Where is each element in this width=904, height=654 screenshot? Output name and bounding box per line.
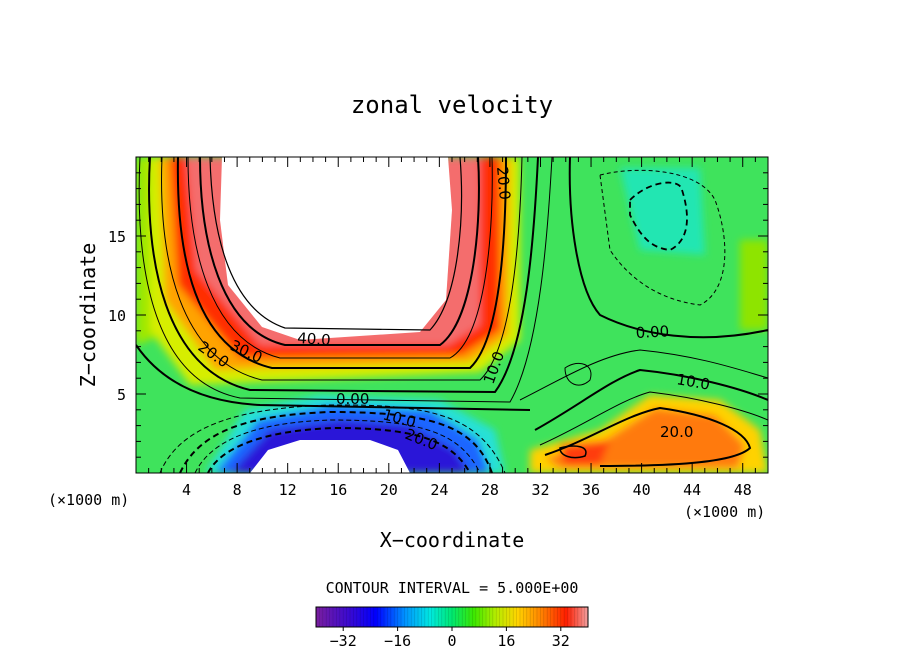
colorbar-tick-label: −32 xyxy=(330,632,357,650)
y-tick-label: 10 xyxy=(108,307,126,325)
x-tick-label: 36 xyxy=(582,481,600,499)
x-tick-label: 32 xyxy=(531,481,549,499)
contour-interval-label: CONTOUR INTERVAL = 5.000E+00 xyxy=(326,579,579,597)
colorbar-tick-label: 16 xyxy=(497,632,515,650)
colorbar: −32 −16 0 16 32 xyxy=(315,606,589,650)
contour-label: 0.00 xyxy=(336,390,369,408)
x-tick-label: 12 xyxy=(279,481,297,499)
x-tick-label: 8 xyxy=(233,481,242,499)
x-axis: 4 8 12 16 20 24 28 32 36 40 44 48 xyxy=(148,157,756,499)
contour-neg15 xyxy=(194,419,481,473)
x-tick-label: 20 xyxy=(380,481,398,499)
contour-25 xyxy=(187,157,493,359)
x-tick-label: 40 xyxy=(633,481,651,499)
x-tick-label: 4 xyxy=(182,481,191,499)
contour-5 xyxy=(138,157,553,403)
contour-5-right xyxy=(519,349,768,401)
x-tick-label: 16 xyxy=(329,481,347,499)
x-unit-label-left: (×1000 m) xyxy=(48,491,129,509)
contour-20 xyxy=(176,157,507,369)
contour-zero-left xyxy=(136,344,531,411)
colorbar-tick-label: −16 xyxy=(384,632,411,650)
contour-neg-upper xyxy=(629,181,688,251)
chart-title: zonal velocity xyxy=(351,91,553,119)
plot-area xyxy=(136,157,768,473)
field-white-top xyxy=(220,157,452,340)
contour-neg5 xyxy=(159,404,506,473)
contour-label: 20.0 xyxy=(493,166,514,201)
x-tick-label: 28 xyxy=(481,481,499,499)
x-tick-label: 44 xyxy=(683,481,701,499)
contour-10 xyxy=(148,157,539,394)
contour-20-right xyxy=(544,406,752,467)
y-axis-label: Z−coordinate xyxy=(76,243,100,388)
contour-label: 10.0 xyxy=(675,370,711,394)
contour-neg10 xyxy=(179,410,493,473)
field-white-bottom xyxy=(250,440,410,473)
contour-15-right xyxy=(539,391,768,446)
colorbar-tick-label: 32 xyxy=(552,632,570,650)
y-tick-label: 15 xyxy=(108,228,126,246)
contour-30 xyxy=(199,157,480,346)
x-unit-label-right: (×1000 m) xyxy=(684,503,765,521)
y-tick-label: 5 xyxy=(117,386,126,404)
x-tick-label: 48 xyxy=(734,481,752,499)
contour-neg20 xyxy=(207,426,471,473)
contour-label: 20.0 xyxy=(660,423,693,441)
contour-small-lobe xyxy=(564,362,592,386)
field-right-edge xyxy=(740,240,768,330)
x-tick-label: 24 xyxy=(430,481,448,499)
contour-label: 40.0 xyxy=(297,329,332,349)
colorbar-tick-label: 0 xyxy=(447,632,456,650)
contour-15 xyxy=(161,157,523,381)
x-axis-label: X−coordinate xyxy=(380,528,525,552)
contour-40 xyxy=(209,157,463,331)
contour-10-right xyxy=(534,368,768,431)
contour-zero-right xyxy=(568,157,768,339)
y-axis: 5 10 15 xyxy=(108,172,768,458)
contour-small-core xyxy=(559,445,587,459)
contour-label: 0.00 xyxy=(635,322,669,342)
